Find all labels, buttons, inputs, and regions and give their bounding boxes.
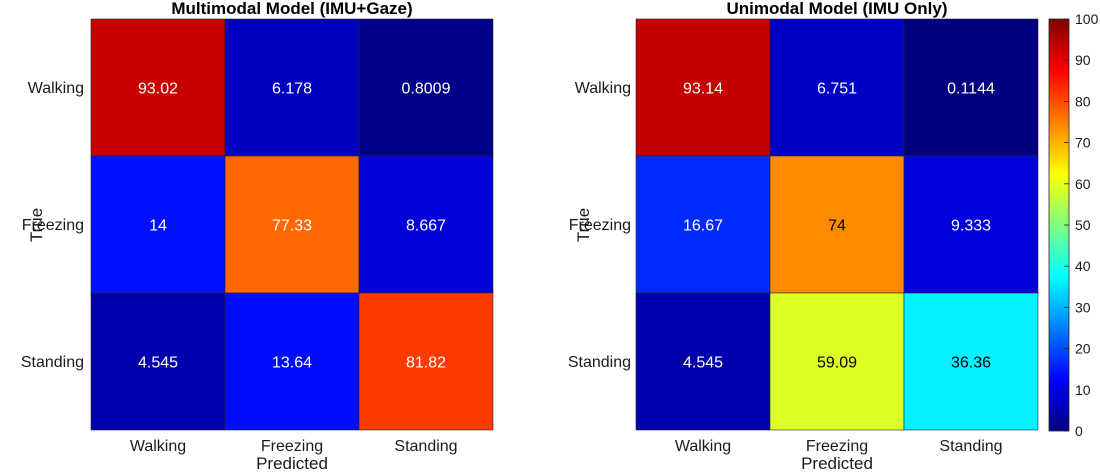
colorbar-tick-label: 40 [1075, 258, 1091, 274]
colorbar-tick-label: 60 [1075, 176, 1091, 192]
panel-unimodal: Unimodal Model (IMU Only) 93.14 6.751 0.11… [568, 0, 1039, 473]
colorbar: 0 10 20 30 40 50 60 70 80 90 100 [1048, 11, 1099, 439]
cell-value-label: 36.36 [951, 355, 991, 372]
colorbar-tick-label: 70 [1075, 135, 1091, 151]
x-tick-label: Standing [394, 438, 457, 455]
y-tick-label: Freezing [569, 217, 631, 234]
heatmap-cell [90, 18, 226, 157]
colorbar-ticks: 0 10 20 30 40 50 60 70 80 90 100 [1064, 11, 1099, 439]
cell-value-label: 93.02 [138, 81, 178, 98]
cell-value-label: 4.545 [683, 355, 723, 372]
x-tick-label: Walking [130, 438, 186, 455]
colorbar-tick-label: 20 [1075, 341, 1091, 357]
cell-value-label: 74 [828, 218, 846, 235]
heatmap-cell [635, 155, 771, 294]
cell-value-label: 6.751 [817, 81, 857, 98]
x-axis-label: Predicted [801, 454, 873, 473]
cell-value-label: 0.1144 [947, 81, 995, 98]
colorbar-tick-label: 100 [1075, 11, 1099, 27]
cell-value-label: 16.67 [683, 218, 723, 235]
y-tick-label: Walking [28, 80, 84, 97]
colorbar-tick-label: 10 [1075, 382, 1091, 398]
cell-value-label: 93.14 [683, 81, 723, 98]
heatmap-cell [769, 155, 905, 294]
heatmap-cell [769, 18, 905, 157]
cell-value-label: 77.33 [272, 218, 312, 235]
cell-value-label: 14 [149, 218, 167, 235]
heatmap-cell [358, 292, 494, 431]
x-tick-label: Freezing [806, 438, 868, 455]
cell-value-label: 6.178 [272, 81, 312, 98]
panel-multimodal: Multimodal Model (IMU+Gaze) 93.02 6.178 0.… [21, 0, 494, 473]
x-tick-label: Freezing [261, 438, 323, 455]
colorbar-tick-label: 0 [1075, 423, 1083, 439]
panel-title-multimodal: Multimodal Model (IMU+Gaze) [171, 0, 412, 18]
heatmap-cell [224, 18, 360, 157]
colorbar-tick-label: 90 [1075, 52, 1091, 68]
panel-title-unimodal: Unimodal Model (IMU Only) [727, 0, 948, 18]
colorbar-tick-label: 30 [1075, 299, 1091, 315]
y-tick-label: Standing [568, 354, 631, 371]
x-tick-label: Walking [675, 438, 731, 455]
y-tick-label: Standing [21, 354, 84, 371]
x-tick-label: Standing [939, 438, 1002, 455]
cell-value-label: 0.8009 [402, 81, 451, 98]
y-axis-label: True [27, 208, 46, 242]
y-tick-label: Freezing [22, 217, 84, 234]
cells-unimodal: 93.14 6.751 0.1144 16.67 74 9.333 4.545 59.09 36… [635, 18, 1039, 431]
heatmap-cell [90, 155, 226, 294]
heatmap-cell [224, 155, 360, 294]
heatmap-cell [224, 292, 360, 431]
heatmap-cell [358, 18, 494, 157]
colorbar-tick-label: 50 [1075, 217, 1091, 233]
cells-multimodal: 93.02 6.178 0.8009 14 77.33 8.667 4.545 13.64 81… [90, 18, 494, 431]
y-axis-label: True [574, 208, 593, 242]
heatmap-cell [903, 155, 1039, 294]
x-axis-label: Predicted [256, 454, 328, 473]
heatmap-cell [90, 292, 226, 431]
cell-value-label: 59.09 [817, 355, 857, 372]
cell-value-label: 8.667 [406, 218, 446, 235]
heatmap-cell [903, 292, 1039, 431]
cell-value-label: 4.545 [138, 355, 178, 372]
heatmap-cell [358, 155, 494, 294]
heatmap-cell [903, 18, 1039, 157]
y-tick-label: Walking [575, 80, 631, 97]
cell-value-label: 9.333 [951, 218, 991, 235]
cell-value-label: 13.64 [272, 355, 312, 372]
colorbar-tick-label: 80 [1075, 93, 1091, 109]
cell-value-label: 81.82 [406, 355, 446, 372]
